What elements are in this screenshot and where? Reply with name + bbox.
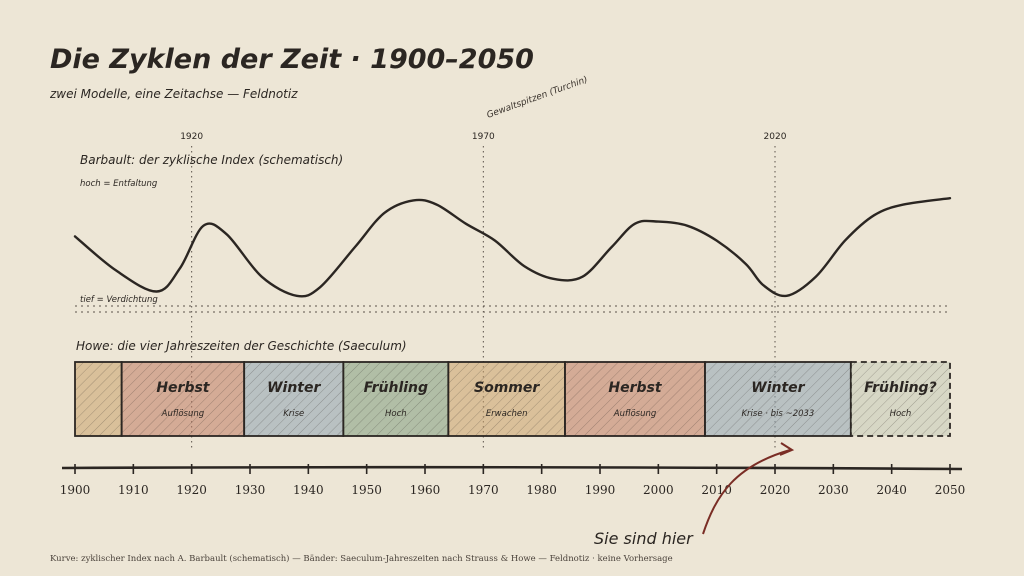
axis-tick-label-1930: 1930 [235,483,266,497]
band-sub-3: Hoch [385,409,407,419]
axis-tick-label-1980: 1980 [526,483,557,497]
band-sub-5: Auflösung [613,409,657,419]
band-hatch-0 [75,362,122,436]
axis-line [61,465,963,471]
band-border-7 [849,361,951,437]
band-name-2: Winter [267,380,321,396]
footer-note: Kurve: zyklischer Index nach A. Barbault… [50,553,673,564]
band-name-3: Frühling [364,380,428,396]
band-name-7: Frühling? [864,380,937,396]
axis-tick-label-2020: 2020 [760,483,791,497]
axis-tick-label-2010: 2010 [701,483,732,497]
axis-tick-label-2040: 2040 [876,483,907,497]
band-name-6: Winter [751,380,805,396]
band-name-1: Herbst [156,380,210,396]
axis-tick-label-1960: 1960 [410,483,441,497]
here-arrow-head [779,442,795,456]
marker-note: Gewaltspitzen (Turchin) [486,75,590,121]
band-hatch-3 [343,362,449,436]
season-bands: Herbst Auflösung Winter Krise Frühling Hoch So… [74,361,951,437]
time-axis: 1900 1910 1920 1930 1940 1950 1960 1970 1980 1990… [60,464,966,497]
axis-tick-label-1990: 1990 [585,483,616,497]
band-hatch-5 [565,362,705,436]
cycle-curve [73,197,952,298]
curve-low-label: tief = Verdichtung [80,295,158,305]
axis-tick-label-2000: 2000 [643,483,674,497]
band-hatch-6 [705,362,851,436]
year-markers: 1920 1970 2020 [180,132,787,448]
page-title: Die Zyklen der Zeit · 1900–2050 [50,44,534,75]
curve-high-label: hoch = Entfaltung [80,179,158,189]
band-sub-6: Krise · bis ~2033 [741,409,814,419]
marker-label-2020: 2020 [764,132,787,142]
here-arrow [702,449,791,535]
marker-label-1920: 1920 [180,132,203,142]
axis-tick-label-1910: 1910 [118,483,149,497]
axis-tick-label-1950: 1950 [351,483,382,497]
band-sub-4: Erwachen [486,409,528,419]
page-subtitle: zwei Modelle, eine Zeitachse — Feldnotiz [49,87,298,101]
band-sub-1: Auflösung [161,409,205,419]
band-hatch-4 [448,362,565,436]
band-sub-2: Krise [283,409,304,419]
band-sub-7: Hoch [890,409,912,419]
marker-label-1970: 1970 [472,132,495,142]
bands-title: Howe: die vier Jahreszeiten der Geschich… [76,339,407,353]
axis-tick-label-1940: 1940 [293,483,324,497]
band-hatch-2 [244,362,344,436]
band-hatch-1 [121,362,245,436]
axis-tick-label-1920: 1920 [176,483,207,497]
axis-tick-label-2030: 2030 [818,483,849,497]
axis-tick-label-2050: 2050 [935,483,966,497]
axis-tick-label-1900: 1900 [60,483,91,497]
cycle-curve-line [73,197,952,298]
band-name-5: Herbst [608,380,662,396]
curve-title: Barbault: der zyklische Index (schematis… [80,153,343,167]
band-hatch-7 [850,362,950,436]
here-label: Sie sind hier [594,529,694,548]
axis-tick-label-1970: 1970 [468,483,499,497]
band-name-4: Sommer [474,380,540,396]
